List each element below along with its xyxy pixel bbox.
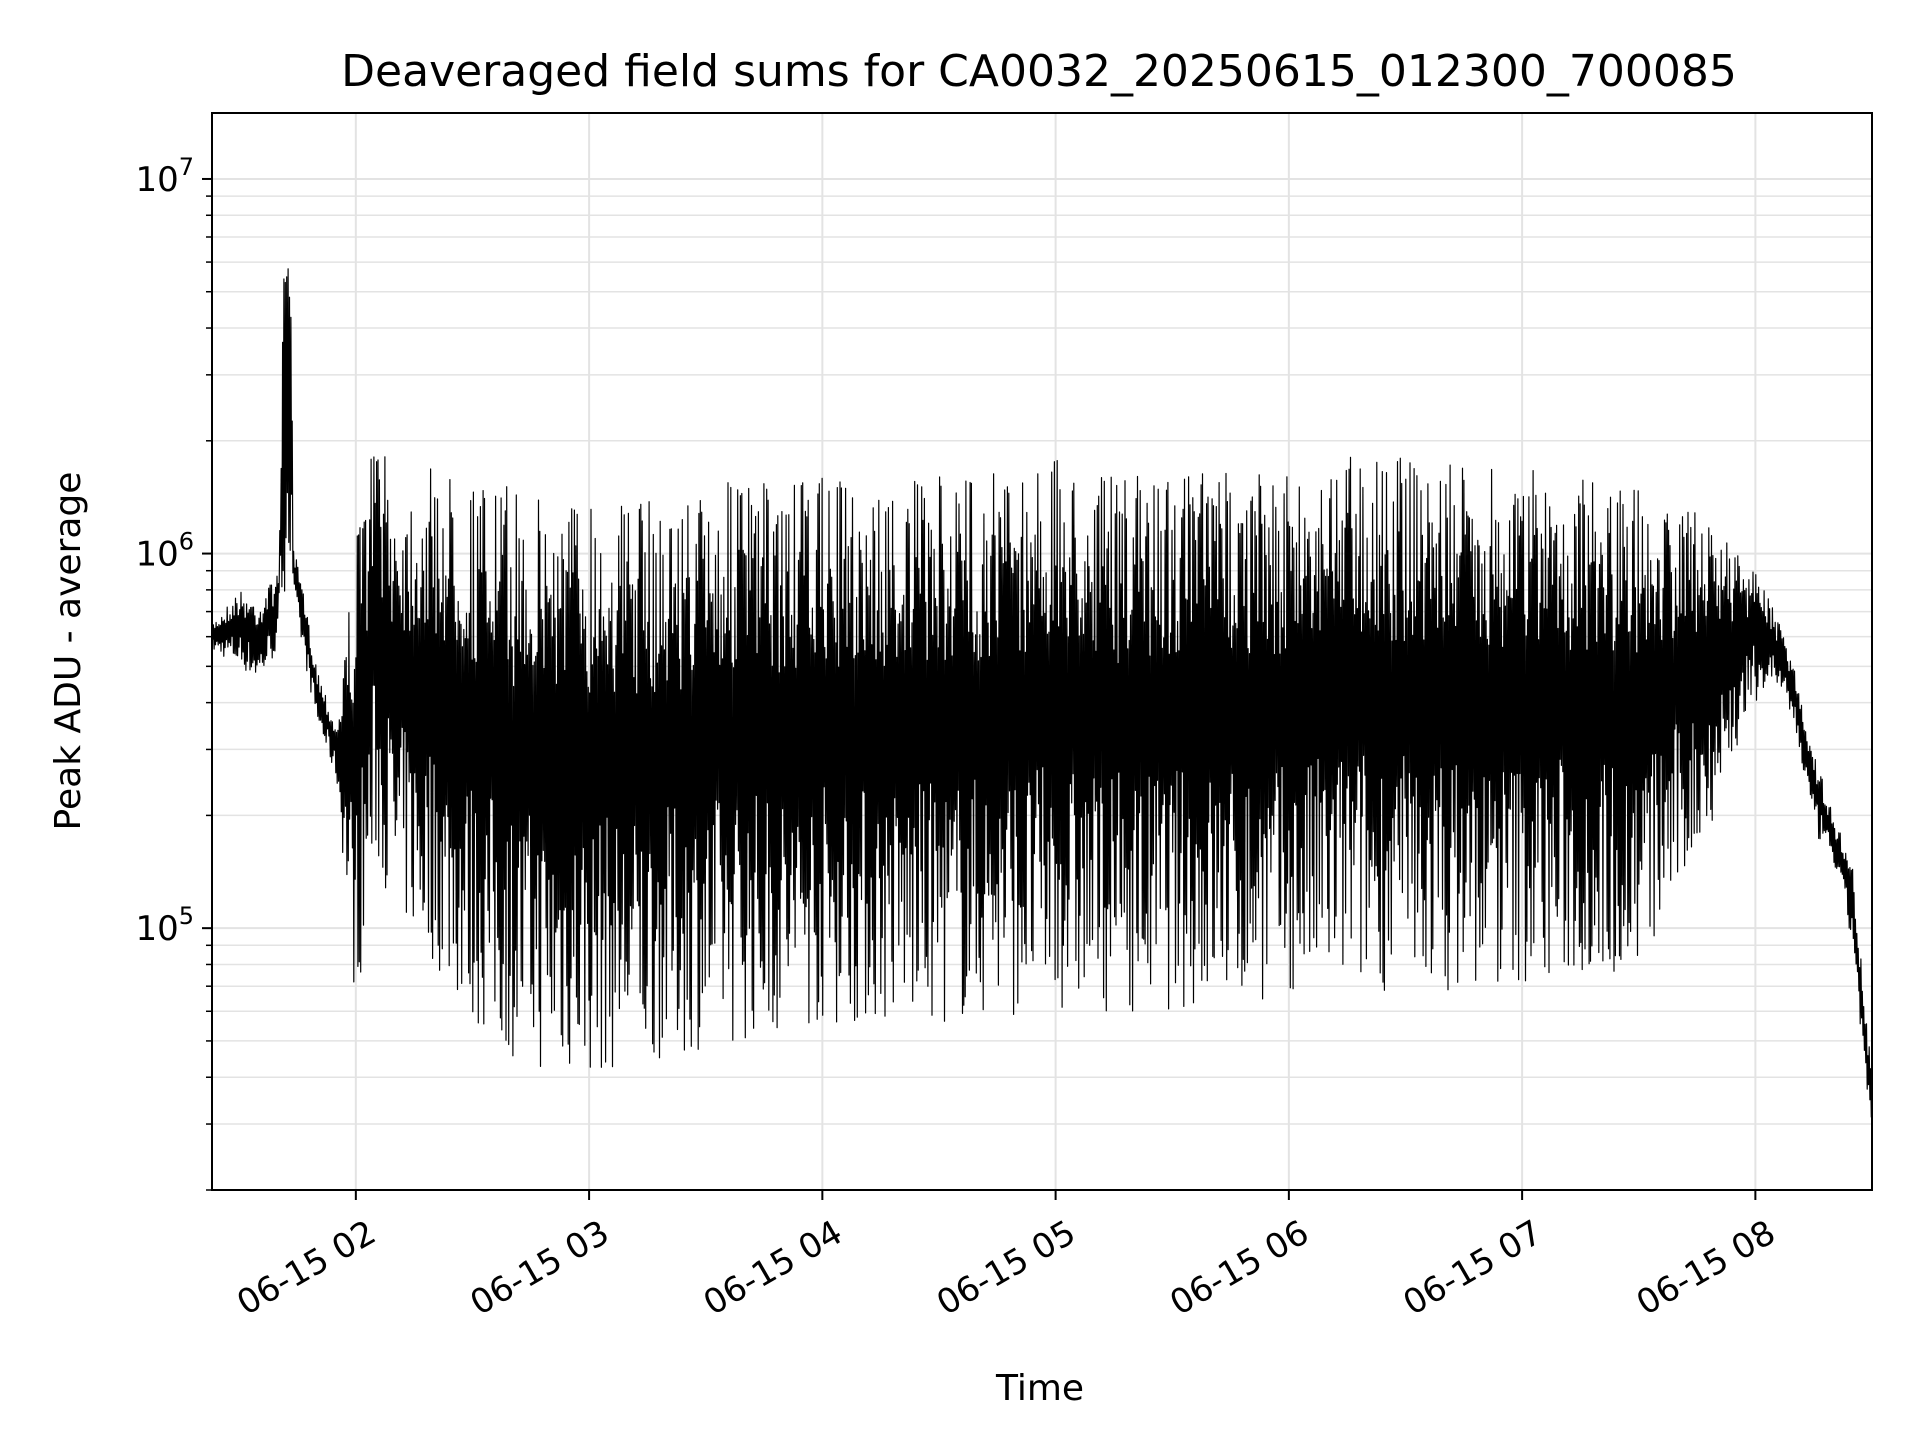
x-tick-label: 06-15 08	[1630, 1213, 1782, 1324]
x-tick-label: 06-15 03	[464, 1213, 616, 1324]
plot-area	[211, 268, 1873, 1118]
x-tick-label: 06-15 06	[1163, 1213, 1315, 1324]
series-line	[211, 268, 1873, 1118]
x-tick-label: 06-15 05	[930, 1213, 1082, 1324]
chart-title: Deaveraged field sums for CA0032_2025061…	[341, 46, 1737, 97]
x-tick-label: 06-15 07	[1397, 1213, 1549, 1324]
x-axis-label: Time	[995, 1368, 1084, 1409]
y-axis-label: Peak ADU - average	[48, 472, 89, 831]
y-tick-label: 105	[135, 902, 194, 949]
x-tick-label: 06-15 04	[697, 1213, 849, 1324]
x-tick-label: 06-15 02	[230, 1213, 382, 1324]
x-axis: 06-15 02 06-15 03 06-15 04 06-15 05 06-15 06…	[230, 1190, 1782, 1324]
plot-frame	[211, 112, 1873, 1191]
y-tick-label: 107	[135, 153, 194, 200]
y-tick-label: 106	[135, 528, 194, 575]
y-axis: 105 106 107	[135, 153, 212, 1191]
